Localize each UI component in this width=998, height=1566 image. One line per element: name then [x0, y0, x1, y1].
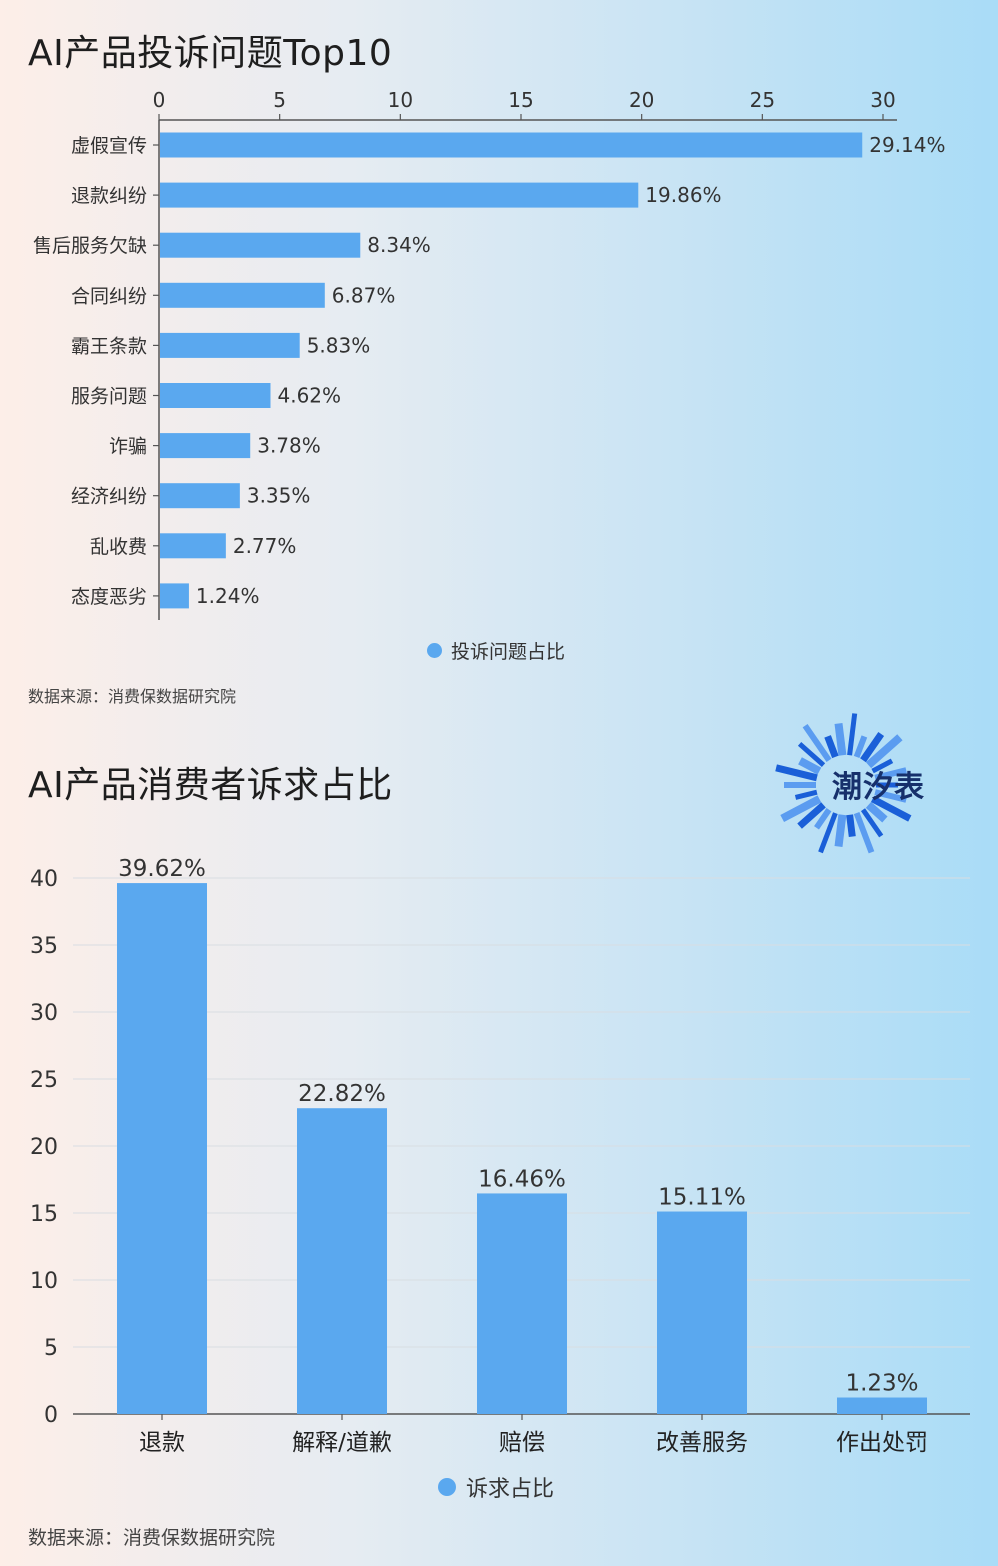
- category-label: 作出处罚: [836, 1430, 928, 1456]
- logo-ray: [865, 801, 888, 823]
- category-label: 解释/道歉: [292, 1430, 392, 1456]
- y-tick-label: 40: [30, 867, 58, 892]
- logo-ray: [860, 808, 884, 838]
- category-label: 乱收费: [90, 536, 147, 558]
- category-label: 虚假宣传: [71, 135, 147, 157]
- logo-text: 潮汐表: [832, 770, 925, 805]
- logo-ray: [814, 807, 832, 830]
- data-label: 29.14%: [869, 133, 945, 157]
- bar: [160, 232, 361, 258]
- bar: [160, 282, 325, 308]
- x-tick-label: 20: [629, 88, 654, 112]
- y-tick-label: 20: [30, 1135, 58, 1160]
- category-label: 退款: [139, 1430, 185, 1456]
- y-tick-label: 10: [30, 1269, 58, 1294]
- data-label: 6.87%: [332, 283, 396, 307]
- data-label: 3.78%: [257, 434, 321, 458]
- chart1-source: 数据来源：消费保数据研究院: [28, 687, 237, 706]
- y-tick-label: 25: [30, 1068, 58, 1093]
- data-label: 15.11%: [658, 1185, 746, 1211]
- logo-ray: [870, 795, 912, 822]
- y-tick-label: 5: [44, 1336, 58, 1361]
- logo-ray: [871, 758, 894, 774]
- bar: [477, 1193, 567, 1414]
- burst-logo-icon: [775, 713, 912, 854]
- demand-bar-chart: 0 5 10 15 20 25 30 35 40 39.62% 退款 22.82% 解释/道歉 16.46…: [30, 856, 970, 1456]
- bar: [160, 332, 300, 358]
- bar: [297, 1108, 387, 1414]
- logo-ray: [874, 767, 907, 781]
- legend-dot-icon: [427, 643, 442, 658]
- y-tick-label: 15: [30, 1202, 58, 1227]
- y-tick-label: 30: [30, 1001, 58, 1026]
- category-label: 改善服务: [656, 1430, 748, 1456]
- category-label: 退款纠纷: [71, 185, 147, 207]
- data-label: 1.23%: [845, 1371, 918, 1397]
- x-tick-label: 0: [153, 88, 166, 112]
- complaint-bar-chart: 0 5 10 15 20 25 30 虚假宣传 29.14% 退款纠纷 19.86% 售后服务欠缺 8.…: [33, 88, 946, 620]
- logo-ray: [794, 789, 818, 800]
- logo-ray: [797, 802, 826, 829]
- chart2-legend: 诉求占比: [438, 1471, 554, 1503]
- logo-ray: [865, 734, 903, 769]
- logo-ray: [802, 723, 832, 763]
- category-label: 合同纠纷: [71, 285, 147, 307]
- data-label: 22.82%: [298, 1081, 386, 1107]
- logo-ray: [818, 812, 838, 854]
- category-label: 服务问题: [71, 386, 147, 408]
- bar: [837, 1397, 927, 1414]
- category-label: 霸王条款: [71, 335, 147, 357]
- data-label: 19.86%: [645, 183, 721, 207]
- bar: [160, 383, 271, 408]
- chart2-source: 数据来源：消费保数据研究院: [28, 1527, 276, 1549]
- category-label: 赔偿: [499, 1430, 545, 1456]
- logo-ray: [775, 764, 818, 782]
- bar: [160, 433, 251, 459]
- category-label: 经济纠纷: [71, 486, 147, 508]
- logo-ray: [780, 795, 822, 823]
- logo-ray: [853, 812, 875, 854]
- chart1-legend-label: 投诉问题占比: [451, 641, 566, 663]
- category-label: 诈骗: [109, 436, 147, 458]
- bar: [160, 182, 639, 208]
- x-tick-label: 5: [273, 88, 286, 112]
- legend-dot-icon: [438, 1478, 456, 1496]
- data-label: 3.35%: [247, 484, 311, 508]
- logo-ray: [797, 742, 826, 767]
- x-tick-label: 30: [870, 88, 895, 112]
- data-label: 39.62%: [118, 856, 206, 882]
- chart2-legend-label: 诉求占比: [466, 1477, 555, 1502]
- data-label: 8.34%: [367, 233, 431, 257]
- logo-ray: [798, 757, 822, 775]
- data-label: 16.46%: [478, 1166, 566, 1192]
- logo-ray: [834, 723, 847, 756]
- bar: [657, 1211, 747, 1414]
- logo-ray: [846, 814, 856, 838]
- y-tick-label: 0: [44, 1403, 58, 1428]
- bar: [117, 883, 207, 1414]
- category-label: 售后服务欠缺: [33, 235, 147, 257]
- chart1-legend: 投诉问题占比: [427, 637, 565, 664]
- bar: [160, 583, 189, 609]
- data-label: 4.62%: [277, 384, 341, 408]
- logo-ray: [860, 732, 885, 763]
- y-tick-label: 35: [30, 934, 58, 959]
- data-label: 5.83%: [307, 333, 371, 357]
- x-tick-label: 15: [508, 88, 533, 112]
- logo-ray: [824, 735, 839, 759]
- logo-ray: [834, 814, 847, 847]
- data-label: 1.24%: [196, 584, 260, 608]
- x-tick-label: 25: [750, 88, 775, 112]
- chart1-title: AI产品投诉问题Top10: [28, 33, 393, 74]
- logo-ray: [847, 713, 858, 756]
- category-label: 态度恶劣: [71, 586, 147, 608]
- chart2-title: AI产品消费者诉求占比: [28, 765, 393, 806]
- bar: [160, 483, 240, 509]
- data-label: 2.77%: [233, 534, 297, 558]
- bar: [160, 533, 226, 559]
- x-tick-label: 10: [388, 88, 413, 112]
- logo-ray: [853, 735, 868, 758]
- logo-ray: [874, 789, 907, 803]
- bar: [160, 132, 863, 158]
